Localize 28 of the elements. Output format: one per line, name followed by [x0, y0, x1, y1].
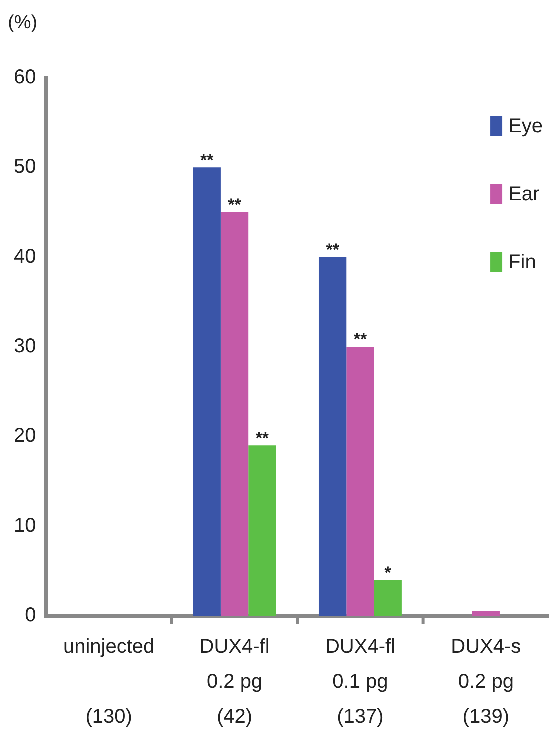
y-axis-title: (%) — [8, 12, 38, 34]
y-tick-label: 0 — [25, 604, 36, 627]
bar — [472, 612, 500, 616]
x-tick-label: DUX4-fl 0.2 pg (42) — [200, 636, 270, 728]
legend-label: Ear — [508, 184, 540, 206]
x-tick-label: DUX4-s 0.2 pg (139) — [451, 636, 522, 728]
data-label: * — [384, 563, 392, 582]
data-label: ** — [326, 240, 340, 260]
bar — [346, 347, 374, 616]
y-tick-label: 20 — [14, 425, 36, 448]
data-label: ** — [200, 150, 214, 170]
bar — [374, 580, 402, 616]
bar — [193, 168, 221, 616]
data-label: ** — [228, 196, 242, 215]
bar — [220, 212, 249, 616]
y-tick-label: 60 — [14, 66, 36, 89]
y-tick-label: 50 — [14, 156, 36, 178]
legend-label: Fin — [508, 252, 536, 274]
y-tick-label: 10 — [14, 514, 36, 537]
data-label: ** — [256, 428, 270, 448]
data-label: ** — [354, 330, 368, 350]
y-tick-label: 30 — [14, 336, 36, 358]
bar — [248, 446, 276, 616]
bar — [318, 257, 347, 616]
x-tick-label: DUX4-fl 0.1 pg (137) — [325, 636, 396, 728]
category-label: uninjected (130) — [63, 636, 155, 728]
legend-label: Eye — [508, 116, 544, 138]
y-tick-label: 40 — [14, 246, 36, 268]
